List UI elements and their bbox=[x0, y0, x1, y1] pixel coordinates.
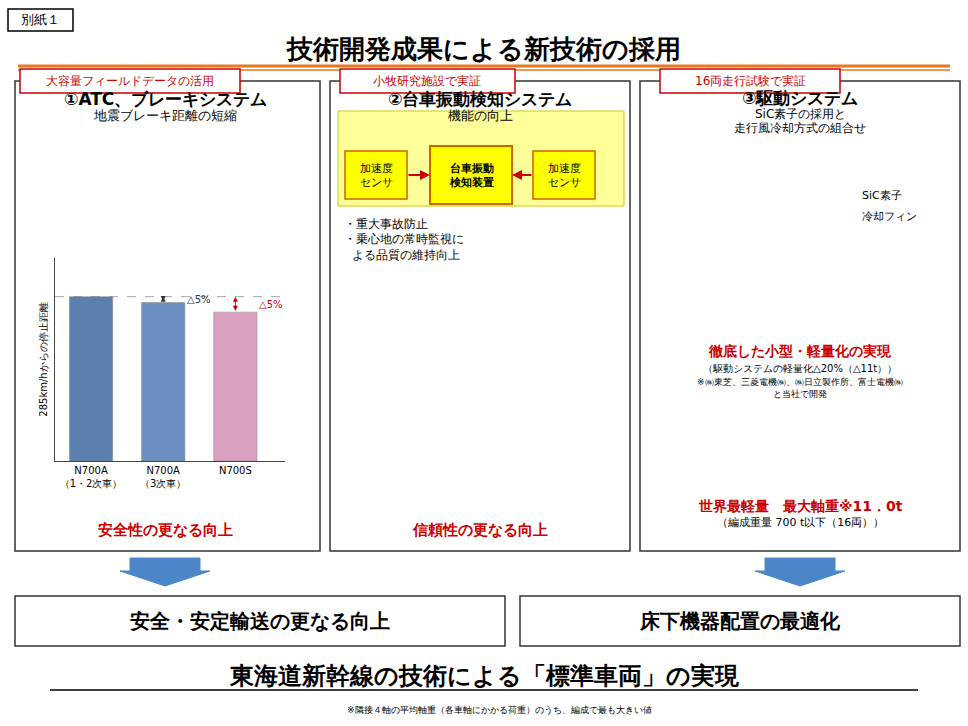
svg-text:N700A（3次車）: N700A（3次車） bbox=[140, 465, 186, 489]
svg-text:①ATC、ブレーキシステム: ①ATC、ブレーキシステム bbox=[64, 89, 267, 109]
svg-text:・乗心地の常時監視に よる品質の維持向上: ・乗心地の常時監視に よる品質の維持向上 bbox=[344, 232, 464, 262]
svg-text:SiC素子の採用と: SiC素子の採用と bbox=[755, 107, 846, 121]
svg-text:台車振動検知装置: 台車振動検知装置 bbox=[449, 162, 494, 189]
svg-text:信頼性の更なる向上: 信頼性の更なる向上 bbox=[412, 521, 548, 539]
svg-text:床下機器配置の最適化: 床下機器配置の最適化 bbox=[639, 609, 841, 633]
svg-text:技術開発成果による新技術の採用: 技術開発成果による新技術の採用 bbox=[286, 34, 681, 64]
svg-text:機能の向上: 機能の向上 bbox=[448, 108, 513, 123]
svg-text:地震ブレーキ距離の短縮: 地震ブレーキ距離の短縮 bbox=[93, 108, 237, 123]
svg-text:と当社で開発: と当社で開発 bbox=[773, 389, 827, 399]
svg-text:②台車振動検知システム: ②台車振動検知システム bbox=[388, 89, 572, 109]
svg-text:安全・安定輸送の更なる向上: 安全・安定輸送の更なる向上 bbox=[130, 609, 390, 633]
svg-text:小牧研究施設で実証: 小牧研究施設で実証 bbox=[373, 74, 481, 88]
svg-text:N700S: N700S bbox=[219, 465, 252, 476]
svg-text:※隣接４軸の平均軸重（各車軸にかかる荷重）のうち、編成で最も: ※隣接４軸の平均軸重（各車軸にかかる荷重）のうち、編成で最も大きい値 bbox=[347, 705, 652, 715]
svg-text:（編成重量 700 t以下（16両））: （編成重量 700 t以下（16両）） bbox=[717, 516, 884, 529]
svg-text:※㈱東芝、三菱電機㈱、㈱日立製作所、富士電機㈱: ※㈱東芝、三菱電機㈱、㈱日立製作所、富士電機㈱ bbox=[697, 377, 903, 387]
svg-text:N700A（1・2次車）: N700A（1・2次車） bbox=[60, 465, 123, 489]
svg-text:徹底した小型・軽量化の実現: 徹底した小型・軽量化の実現 bbox=[708, 343, 892, 359]
svg-text:冷却フィン: 冷却フィン bbox=[862, 210, 917, 223]
svg-text:安全性の更なる向上: 安全性の更なる向上 bbox=[98, 521, 233, 539]
svg-text:285km/hからの停止距離: 285km/hからの停止距離 bbox=[38, 302, 49, 416]
svg-text:・重大事故防止: ・重大事故防止 bbox=[344, 217, 428, 231]
svg-text:16両走行試験で実証: 16両走行試験で実証 bbox=[695, 74, 806, 88]
svg-text:SiC素子: SiC素子 bbox=[862, 189, 902, 202]
svg-text:（駆動システムの軽量化△20%（△11t））: （駆動システムの軽量化△20%（△11t）） bbox=[703, 363, 897, 374]
svg-text:東海道新幹線の技術による「標準車両」の実現: 東海道新幹線の技術による「標準車両」の実現 bbox=[229, 662, 740, 690]
svg-text:△5%: △5% bbox=[259, 299, 283, 310]
svg-text:大容量フィールドデータの活用: 大容量フィールドデータの活用 bbox=[46, 74, 214, 88]
svg-text:△5%: △5% bbox=[187, 294, 211, 305]
svg-text:加速度センサ: 加速度センサ bbox=[360, 162, 393, 189]
svg-text:加速度センサ: 加速度センサ bbox=[548, 162, 581, 189]
svg-text:③駆動システム: ③駆動システム bbox=[742, 88, 858, 108]
svg-text:別紙１: 別紙１ bbox=[21, 12, 60, 27]
svg-text:世界最軽量 最大軸重※11．0t: 世界最軽量 最大軸重※11．0t bbox=[698, 498, 903, 514]
svg-text:走行風冷却方式の組合せ: 走行風冷却方式の組合せ bbox=[734, 121, 866, 135]
